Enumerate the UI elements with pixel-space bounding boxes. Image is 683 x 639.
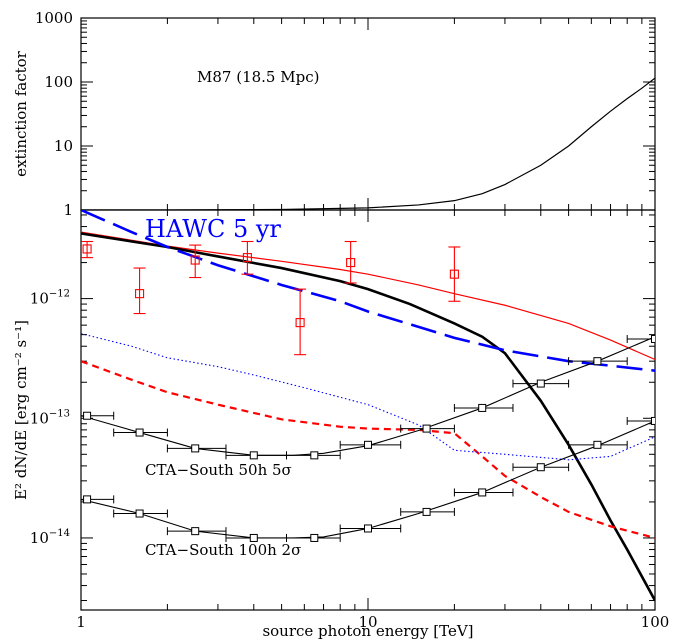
bottom-y-tick-label: 10−14 bbox=[30, 528, 70, 547]
series-line-5 bbox=[81, 336, 655, 456]
measurement-point bbox=[449, 269, 459, 279]
cta100-point bbox=[536, 463, 545, 472]
series-line-1 bbox=[81, 232, 655, 602]
cta100-point bbox=[249, 533, 258, 542]
top-y-tick-label: 1000 bbox=[35, 9, 73, 27]
cta50-point bbox=[249, 451, 258, 460]
series-line-0 bbox=[81, 231, 655, 361]
cta100-point bbox=[422, 507, 431, 516]
cta100-point bbox=[135, 509, 144, 518]
extinction-line bbox=[81, 77, 655, 210]
measurement-point bbox=[82, 244, 92, 254]
top-y-tick-label: 10 bbox=[54, 137, 73, 155]
cta50-point bbox=[310, 451, 319, 460]
bottom-xlabel: source photon energy [TeV] bbox=[262, 622, 473, 639]
measurement-point bbox=[190, 255, 200, 265]
cta50-point bbox=[83, 411, 92, 420]
measurement-point bbox=[242, 253, 252, 263]
bottom-ylabel: E² dN/dE [erg cm⁻² s⁻¹] bbox=[12, 320, 30, 500]
cta50-point bbox=[191, 444, 200, 453]
measurement-point bbox=[346, 258, 356, 268]
measurement-point bbox=[295, 318, 305, 328]
top-panel-frame bbox=[80, 17, 656, 211]
series-line-4 bbox=[81, 333, 655, 461]
top-y-tick-label: 100 bbox=[44, 73, 73, 91]
series-line-3 bbox=[81, 360, 655, 540]
cta100-point bbox=[364, 524, 372, 533]
cta50-point bbox=[651, 334, 655, 343]
cta50-point bbox=[364, 440, 372, 449]
cta100-point bbox=[478, 488, 487, 497]
bottom-y-tick-label: 10−12 bbox=[30, 289, 70, 308]
cta100-point bbox=[310, 533, 319, 542]
cta50-point bbox=[478, 403, 487, 412]
cta100-point bbox=[83, 495, 92, 504]
cta50-point bbox=[135, 428, 144, 437]
cta50-point bbox=[422, 424, 431, 433]
top-annotation: M87 (18.5 Mpc) bbox=[197, 68, 319, 86]
x-tick-label: 10 bbox=[358, 613, 377, 631]
cta100-label: CTA−South 100h 2σ bbox=[145, 541, 301, 559]
x-tick-label: 100 bbox=[641, 613, 670, 631]
cta100-point bbox=[593, 440, 602, 449]
measurement-point bbox=[135, 289, 145, 299]
cta100-point bbox=[191, 527, 200, 536]
cta50-label: CTA−South 50h 5σ bbox=[145, 461, 292, 479]
cta50-point bbox=[536, 379, 545, 388]
x-tick-label: 1 bbox=[76, 613, 86, 631]
top-y-tick-label: 1 bbox=[63, 201, 73, 219]
bottom-y-tick-label: 10−13 bbox=[30, 408, 70, 427]
series-line-6 bbox=[81, 420, 655, 539]
top-ylabel: extinction factor bbox=[12, 50, 30, 176]
cta50-point bbox=[593, 357, 602, 366]
hawc-label: HAWC 5 yr bbox=[145, 215, 281, 243]
cta100-point bbox=[651, 416, 655, 425]
